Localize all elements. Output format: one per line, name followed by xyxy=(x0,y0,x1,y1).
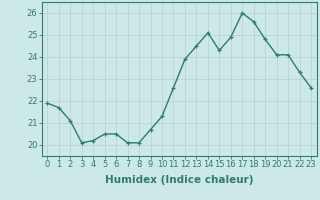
X-axis label: Humidex (Indice chaleur): Humidex (Indice chaleur) xyxy=(105,175,253,185)
